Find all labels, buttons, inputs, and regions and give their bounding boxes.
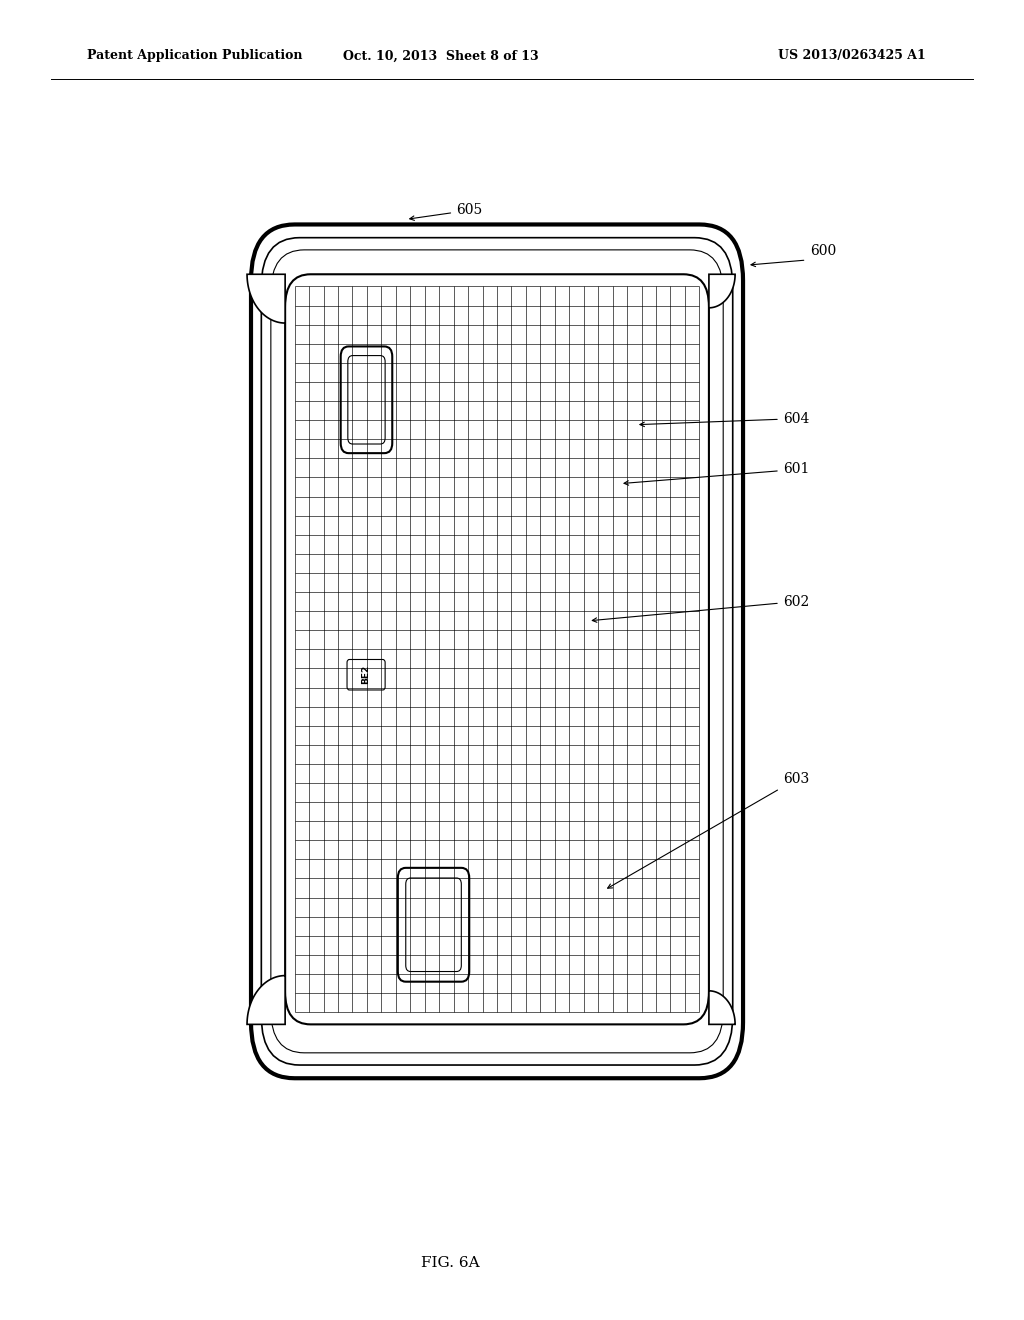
Text: 603: 603: [607, 772, 809, 888]
Text: FIG. 6A: FIG. 6A: [421, 1257, 480, 1270]
Text: BE2: BE2: [361, 665, 371, 684]
FancyBboxPatch shape: [406, 878, 461, 972]
FancyBboxPatch shape: [348, 355, 385, 444]
Text: 604: 604: [640, 412, 809, 426]
Text: 601: 601: [624, 462, 809, 486]
FancyBboxPatch shape: [347, 660, 385, 690]
Text: 602: 602: [592, 594, 809, 622]
FancyBboxPatch shape: [397, 867, 469, 982]
Text: US 2013/0263425 A1: US 2013/0263425 A1: [778, 49, 926, 62]
Text: 605: 605: [410, 203, 482, 220]
Polygon shape: [709, 275, 735, 308]
FancyBboxPatch shape: [251, 224, 743, 1078]
Polygon shape: [247, 275, 285, 323]
Text: Patent Application Publication: Patent Application Publication: [87, 49, 302, 62]
FancyBboxPatch shape: [341, 346, 392, 453]
Text: 600: 600: [811, 244, 837, 257]
Polygon shape: [709, 991, 735, 1024]
Polygon shape: [247, 975, 285, 1024]
Text: Oct. 10, 2013  Sheet 8 of 13: Oct. 10, 2013 Sheet 8 of 13: [342, 49, 539, 62]
